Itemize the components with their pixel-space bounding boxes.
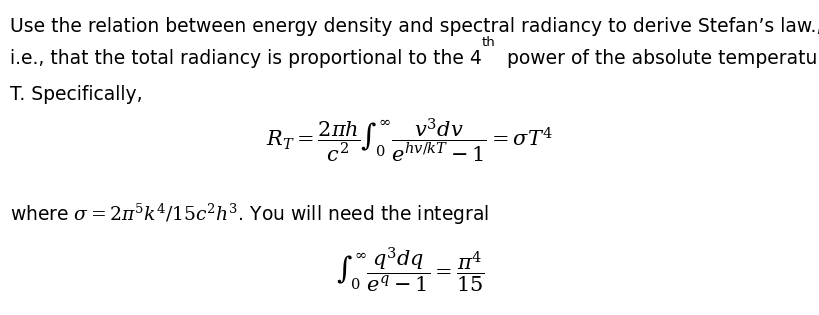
Text: th: th bbox=[481, 36, 495, 49]
Text: $R_T = \dfrac{2\pi h}{c^2} \int_0^{\infty} \dfrac{v^3 dv}{e^{hv/kT} - 1} = \sigm: $R_T = \dfrac{2\pi h}{c^2} \int_0^{\inft… bbox=[266, 116, 553, 164]
Text: $\int_0^{\infty} \dfrac{q^3 dq}{e^q - 1} = \dfrac{\pi^4}{15}$: $\int_0^{\infty} \dfrac{q^3 dq}{e^q - 1}… bbox=[335, 246, 484, 295]
Text: Use the relation between energy density and spectral radiancy to derive Stefan’s: Use the relation between energy density … bbox=[10, 17, 819, 36]
Text: power of the absolute temperature,: power of the absolute temperature, bbox=[500, 49, 819, 68]
Text: T. Specifically,: T. Specifically, bbox=[10, 85, 143, 104]
Text: where $\sigma = 2\pi^5 k^4/15c^2h^3$. You will need the integral: where $\sigma = 2\pi^5 k^4/15c^2h^3$. Yo… bbox=[10, 202, 489, 227]
Text: i.e., that the total radiancy is proportional to the 4: i.e., that the total radiancy is proport… bbox=[10, 49, 481, 68]
